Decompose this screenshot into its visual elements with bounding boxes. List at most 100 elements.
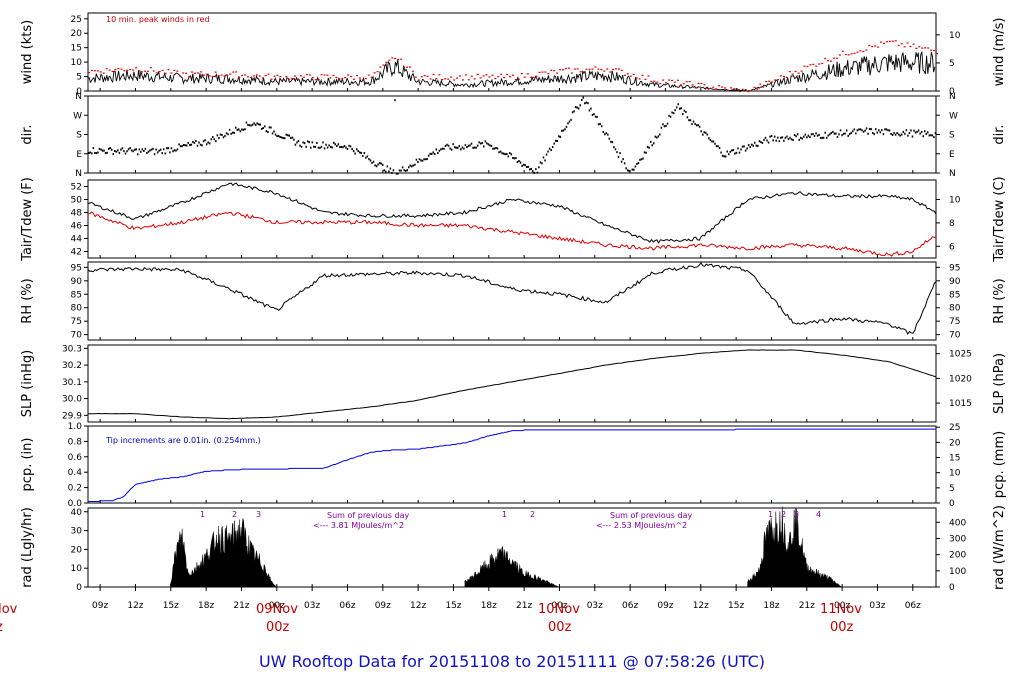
direction-point bbox=[922, 135, 924, 138]
y-tick-label: 30.3 bbox=[62, 344, 82, 354]
wind-peak-mark bbox=[158, 70, 161, 73]
direction-point bbox=[100, 148, 102, 151]
direction-point bbox=[115, 150, 118, 153]
direction-point bbox=[285, 133, 288, 136]
direction-point bbox=[821, 136, 823, 139]
direction-point bbox=[925, 132, 928, 135]
wind-peak-mark bbox=[308, 74, 311, 76]
direction-point bbox=[587, 102, 589, 105]
wind-peak-mark bbox=[503, 76, 506, 79]
y-tick-label: 0 bbox=[76, 583, 82, 593]
direction-point bbox=[640, 158, 643, 161]
direction-point bbox=[548, 147, 551, 150]
wind-peak-mark bbox=[900, 43, 903, 45]
wind-peak-mark bbox=[662, 79, 665, 81]
direction-point bbox=[97, 151, 99, 154]
direction-point bbox=[705, 131, 707, 134]
direction-point bbox=[435, 148, 438, 151]
direction-point bbox=[724, 155, 727, 158]
direction-point bbox=[778, 140, 781, 143]
wind-peak-mark bbox=[429, 78, 432, 80]
rad-marker: 1 bbox=[768, 510, 773, 519]
wind-peak-mark bbox=[126, 69, 129, 72]
wind-peak-mark bbox=[300, 75, 302, 77]
wind-peak-mark bbox=[370, 76, 373, 78]
y-tick-label: 0.0 bbox=[68, 499, 83, 509]
direction-point bbox=[652, 142, 655, 145]
direction-point bbox=[770, 134, 773, 137]
wind-peak-mark bbox=[514, 78, 517, 81]
direction-point bbox=[283, 137, 286, 140]
direction-point bbox=[103, 149, 105, 152]
direction-point bbox=[813, 134, 816, 137]
wind-peak-mark bbox=[479, 77, 482, 79]
direction-point bbox=[660, 126, 663, 129]
direction-point bbox=[270, 126, 272, 129]
wind-peak-mark bbox=[320, 74, 323, 76]
direction-point bbox=[619, 152, 621, 155]
direction-point bbox=[591, 113, 594, 116]
direction-point bbox=[581, 98, 583, 101]
direction-point bbox=[554, 139, 557, 142]
wind-peak-mark bbox=[585, 68, 588, 70]
wind-peak-mark bbox=[600, 69, 603, 71]
y-tick-label: 42 bbox=[71, 248, 82, 258]
wind-peak-mark bbox=[244, 74, 247, 76]
direction-point bbox=[686, 116, 689, 119]
direction-point bbox=[127, 148, 130, 151]
direction-point bbox=[679, 107, 681, 110]
direction-point bbox=[735, 151, 738, 154]
direction-point bbox=[633, 168, 635, 171]
precip-note: Tip increments are 0.01in. (0.254mm.) bbox=[105, 436, 261, 445]
direction-point bbox=[677, 103, 679, 106]
direction-point bbox=[104, 152, 107, 155]
direction-point bbox=[196, 144, 199, 147]
wind-peak-mark bbox=[229, 73, 232, 75]
direction-point bbox=[437, 152, 439, 155]
direction-point bbox=[712, 140, 715, 143]
direction-point bbox=[674, 109, 676, 112]
direction-point bbox=[917, 129, 920, 132]
wind-peak-mark bbox=[538, 71, 541, 73]
wind-peak-mark bbox=[812, 63, 815, 65]
direction-point bbox=[375, 165, 378, 168]
direction-point bbox=[666, 122, 669, 125]
x-tick-label: 09z bbox=[375, 601, 391, 611]
wind-peak-mark bbox=[871, 46, 874, 48]
wind-peak-mark bbox=[173, 69, 176, 72]
y-tick-label-right: E bbox=[949, 150, 955, 160]
direction-point bbox=[766, 139, 768, 142]
wind-peak-mark bbox=[747, 91, 750, 93]
direction-point bbox=[179, 145, 182, 148]
y-tick-label: 10 bbox=[71, 564, 83, 574]
direction-point bbox=[914, 131, 917, 134]
wind-peak-mark bbox=[676, 79, 679, 81]
direction-point bbox=[256, 122, 258, 125]
direction-point bbox=[380, 162, 382, 165]
y-tick-label-right: 0 bbox=[949, 499, 955, 509]
radiation-area bbox=[464, 545, 560, 588]
direction-point bbox=[227, 133, 229, 136]
direction-point bbox=[594, 115, 597, 118]
direction-point bbox=[637, 162, 640, 165]
wind-peak-mark bbox=[135, 67, 138, 69]
y-tick-label-right: 75 bbox=[949, 317, 960, 327]
direction-point bbox=[721, 154, 724, 157]
wind-peak-mark bbox=[341, 78, 344, 80]
wind-peak-mark bbox=[167, 69, 170, 71]
wind-peak-mark bbox=[517, 78, 520, 80]
direction-point bbox=[793, 134, 796, 137]
x-tick-label: 21z bbox=[233, 601, 249, 611]
direction-point bbox=[590, 107, 592, 110]
direction-point bbox=[708, 137, 710, 140]
direction-point bbox=[789, 136, 791, 139]
direction-point bbox=[299, 144, 301, 147]
direction-point bbox=[784, 136, 787, 139]
wind-peak-mark bbox=[353, 78, 355, 80]
direction-point bbox=[856, 129, 859, 132]
direction-point bbox=[253, 122, 255, 125]
direction-point bbox=[798, 138, 800, 141]
direction-point bbox=[878, 129, 880, 132]
y-tick-label: 46 bbox=[71, 222, 83, 232]
